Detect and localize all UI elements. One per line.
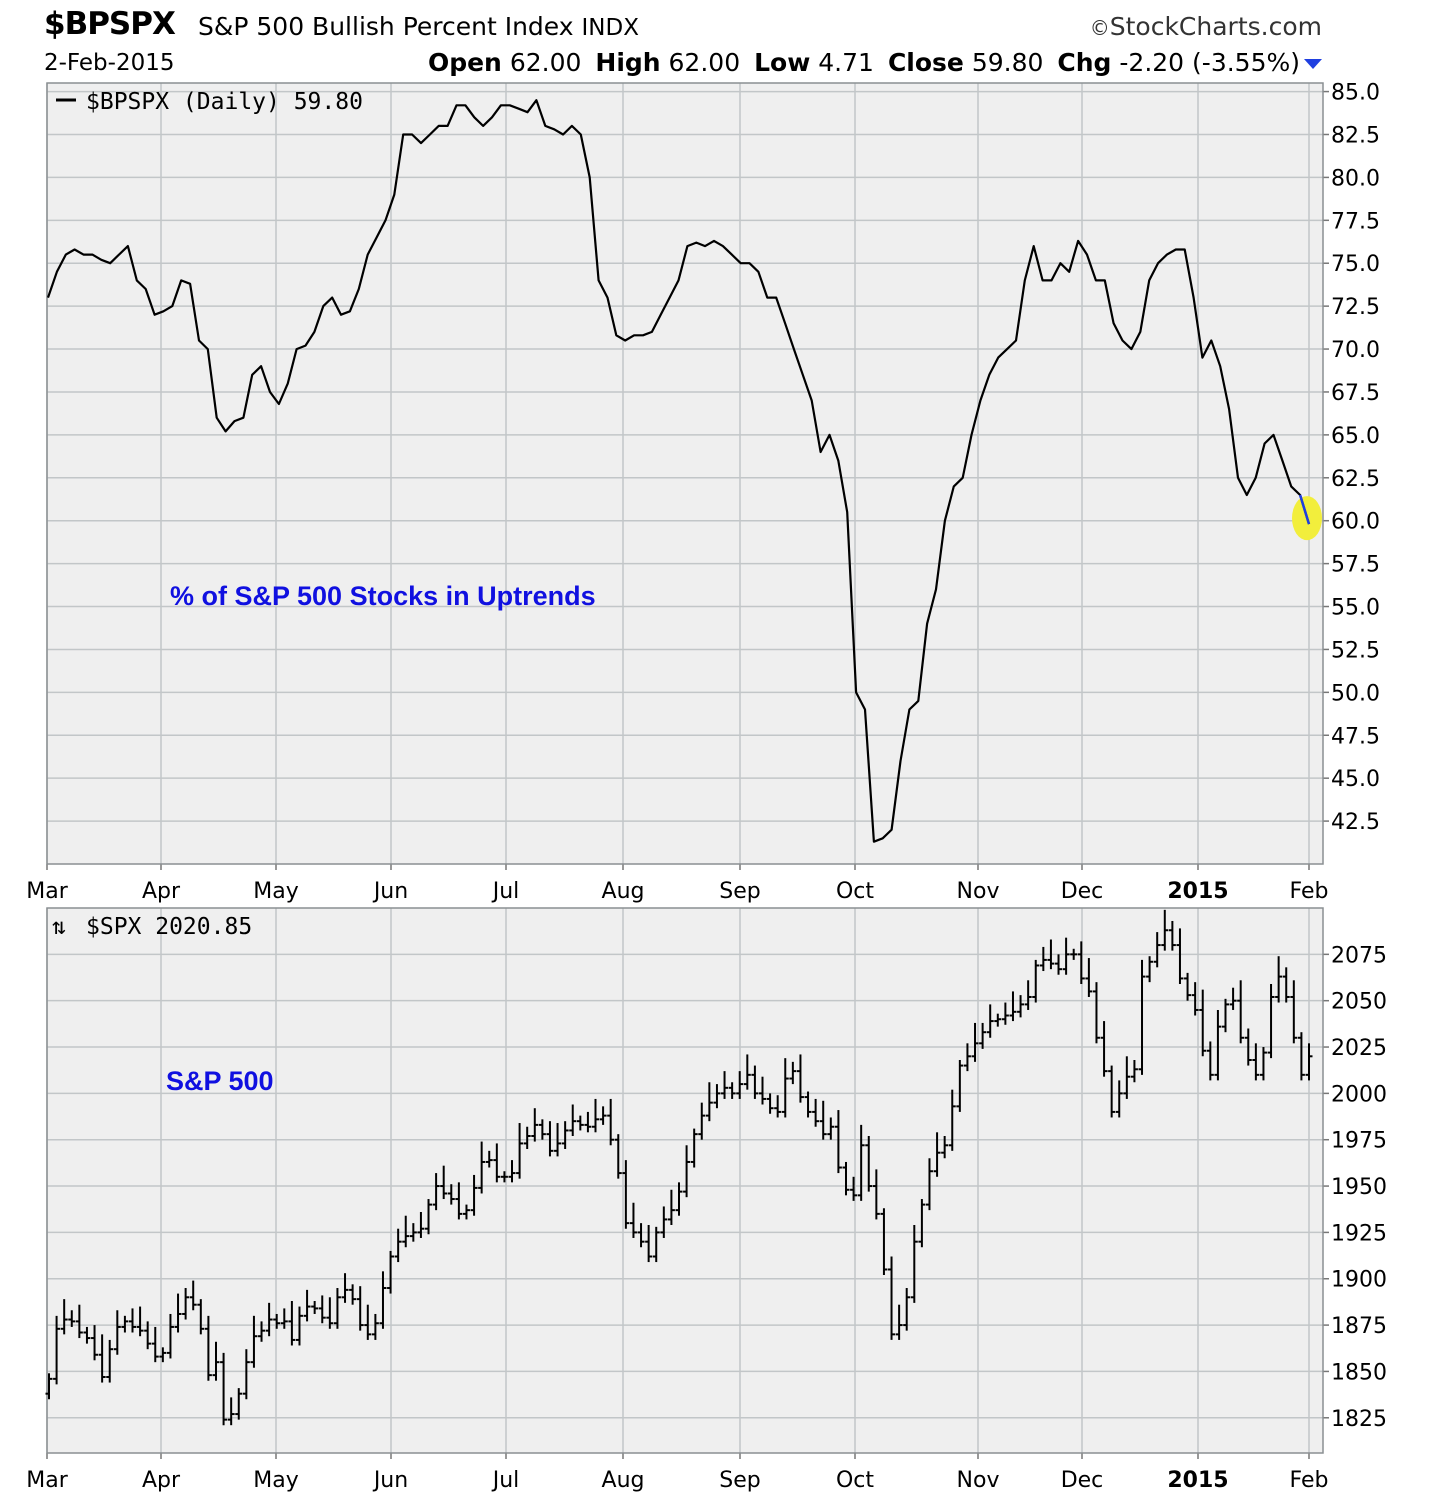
x-tick-label: Dec [1061,1468,1104,1493]
y-tick-label: 1825 [1331,1407,1387,1432]
x-tick-label: Mar [26,1468,68,1493]
down-arrow-icon [1304,59,1322,69]
x-tick-label: Nov [957,1468,1000,1493]
close-label: Close [887,48,964,77]
y-tick-label: 1975 [1331,1129,1387,1154]
y-tick-label: 82.5 [1331,123,1380,148]
x-tick-label: 2015 [1167,879,1228,904]
bpspx-line [46,99,1311,843]
x-tick-label: Apr [142,879,181,904]
y-tick-label: 2025 [1331,1036,1387,1061]
legend-bpspx: $BPSPX (Daily) 59.80 [86,89,363,115]
y-tick-label: 47.5 [1331,724,1380,749]
annotation-uptrends: % of S&P 500 Stocks in Uptrends [170,581,596,611]
plot-border [46,82,1324,865]
y-tick-label: 2050 [1331,990,1387,1015]
legend-spx: $SPX 2020.85 [86,914,252,940]
x-tick-label: Sep [719,879,760,904]
y-tick-label: 65.0 [1331,424,1380,449]
bpspx-panel: Mar Apr May Jun Jul Aug Sep Oct Nov Dec 2015 Feb 42.… [26,81,1380,904]
y-tick-label: 57.5 [1331,553,1380,578]
close-value: 59.80 [971,48,1044,77]
open-label: Open [427,48,502,77]
y-tick-label: 45.0 [1331,767,1380,792]
y-tick-label: 1875 [1331,1314,1387,1339]
x-tick-label: Jul [491,1468,520,1493]
y-tick-label: 50.0 [1331,681,1380,706]
x-tick-label: Jun [372,879,408,904]
plot-background [47,83,1323,864]
y-tick-label: 1925 [1331,1221,1387,1246]
brand-logo[interactable]: ©StockCharts.com [1090,12,1322,41]
y-tick-label: 1950 [1331,1175,1387,1200]
x-tick-label: Feb [1290,1468,1329,1493]
x-tick-label: Jul [491,879,520,904]
x-tick-label: May [253,1468,298,1493]
chg-value: -2.20 (-3.55%) [1119,48,1300,77]
chg-label: Chg [1057,48,1112,77]
y-tick-label: 85.0 [1331,81,1380,106]
low-value: 4.71 [818,48,874,77]
x-tick-label: Oct [836,1468,874,1493]
legend-ohlc-icon: ⇅ [52,914,66,940]
x-tick-label: May [253,879,298,904]
open-value: 62.00 [509,48,582,77]
annotation-sp500: S&P 500 [166,1066,274,1096]
y-tick-label: 1850 [1331,1360,1387,1385]
low-label: Low [754,48,811,77]
y-tick-label: 1900 [1331,1268,1387,1293]
ticker-symbol: $BPSPX [44,6,176,42]
x-tick-label: Sep [719,1468,760,1493]
high-value: 62.00 [668,48,741,77]
x-tick-label: Oct [836,879,874,904]
y-tick-label: 62.5 [1331,467,1380,492]
index-title: S&P 500 Bullish Percent Index INDX [198,12,639,41]
last-segment [1298,494,1311,525]
high-label: High [595,48,661,77]
x-tick-label: 2015 [1167,1468,1228,1493]
x-tick-label: Dec [1061,879,1104,904]
y-tick-label: 75.0 [1331,252,1380,277]
x-tick-label: Aug [602,879,645,904]
x-tick-label: Apr [142,1468,181,1493]
y-tick-label: 72.5 [1331,295,1380,320]
y-tick-label: 2000 [1331,1082,1387,1107]
y-tick-label: 70.0 [1331,338,1380,363]
plot-border [46,907,1324,1454]
y-tick-label: 60.0 [1331,510,1380,535]
exchange-label: INDX [581,15,639,41]
y-tick-label: 80.0 [1331,166,1380,191]
copyright-icon: © [1089,16,1110,40]
y-tick-label: 2075 [1331,943,1387,968]
x-tick-label: Feb [1290,879,1329,904]
plot-background [47,908,1323,1453]
y-tick-label: 52.5 [1331,638,1380,663]
ohlc-summary: Open 62.00 High 62.00 Low 4.71 Close 59.80 C… [428,48,1322,77]
x-tick-label: Mar [26,879,68,904]
index-name: S&P 500 Bullish Percent Index [198,12,574,41]
y-tick-label: 67.5 [1331,381,1380,406]
date-label: 2-Feb-2015 [44,50,175,76]
y-tick-label: 77.5 [1331,209,1380,234]
x-tick-label: Jun [372,1468,408,1493]
spx-panel: Mar Apr May Jun Jul Aug Sep Oct Nov Dec 2015 Feb 182… [26,907,1387,1493]
y-tick-label: 42.5 [1331,810,1380,835]
x-tick-label: Aug [602,1468,645,1493]
x-tick-label: Nov [957,879,1000,904]
brand-name: StockCharts.com [1109,12,1322,41]
y-tick-label: 55.0 [1331,596,1380,621]
